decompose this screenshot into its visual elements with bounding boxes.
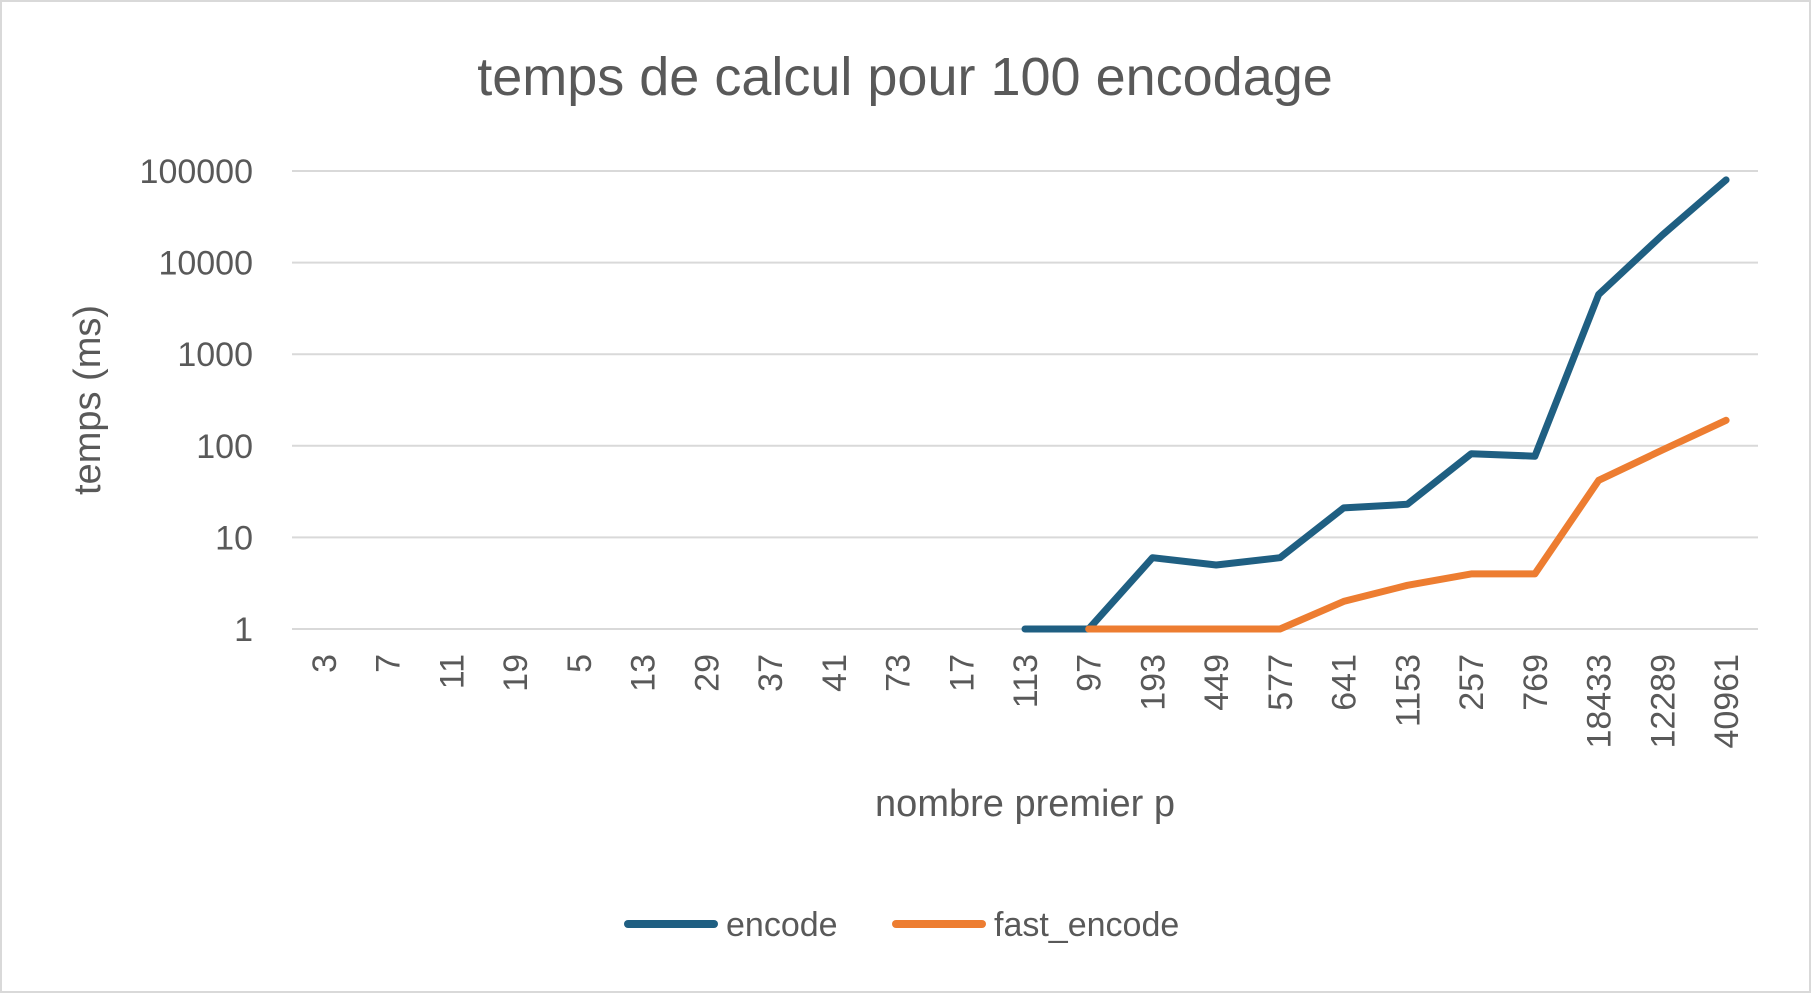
y-tick-label: 100	[196, 428, 253, 466]
x-tick-label: 12289	[1644, 654, 1682, 749]
x-tick-label: 113	[1007, 654, 1045, 708]
series-line-fast_encode	[1085, 416, 1730, 633]
x-tick-label: 97	[1071, 654, 1109, 692]
y-axis-ticks: 1 10 100 1000 10000 100000	[140, 153, 253, 649]
y-tick-label: 10000	[158, 245, 253, 283]
x-tick-label: 73	[880, 654, 918, 692]
x-tick-label: 18433	[1581, 654, 1619, 749]
x-tick-label: 5	[561, 654, 599, 673]
x-tick-label: 257	[1453, 654, 1491, 711]
x-tick-label: 19	[497, 654, 535, 692]
chart-title: temps de calcul pour 100 encodage	[477, 47, 1333, 107]
y-tick-label: 1000	[177, 336, 253, 374]
x-tick-label: 7	[370, 654, 408, 673]
x-tick-label: 1153	[1389, 654, 1427, 727]
legend: encode fast_encode	[624, 906, 1179, 944]
gridlines	[292, 170, 1758, 630]
x-tick-label: 40961	[1708, 654, 1746, 749]
x-axis-ticks: 3 7 11 19 5 13 29 37 41 73 17 113 97 193 449 577 641 1153…	[306, 654, 1746, 749]
x-tick-label: 37	[752, 654, 790, 692]
y-axis-label: temps (ms)	[67, 305, 109, 495]
x-tick-label: 29	[688, 654, 726, 692]
series-line-encode	[1021, 176, 1730, 633]
series-lines	[1021, 176, 1730, 633]
x-tick-label: 41	[816, 654, 854, 692]
x-tick-label: 641	[1326, 654, 1364, 711]
x-tick-label: 577	[1262, 654, 1300, 711]
x-tick-label: 17	[943, 654, 981, 692]
x-tick-label: 3	[306, 654, 344, 673]
x-tick-label: 13	[625, 654, 663, 692]
x-axis-label: nombre premier p	[875, 783, 1175, 825]
y-tick-label: 100000	[140, 153, 253, 191]
y-tick-label: 10	[215, 519, 253, 557]
x-tick-label: 769	[1517, 654, 1555, 711]
x-tick-label: 449	[1198, 654, 1236, 711]
x-tick-label: 193	[1134, 654, 1172, 711]
x-tick-label: 11	[433, 654, 471, 689]
y-tick-label: 1	[234, 611, 253, 649]
legend-label-encode: encode	[726, 906, 838, 944]
legend-label-fast_encode: fast_encode	[994, 906, 1179, 944]
